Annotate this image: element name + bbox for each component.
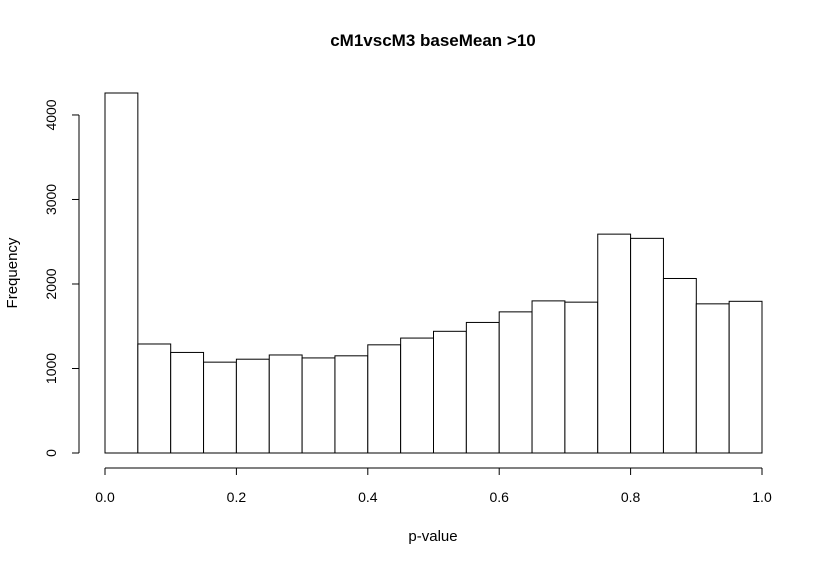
- histogram-bar: [433, 330, 467, 454]
- histogram-bar: [104, 92, 139, 454]
- histogram-bar: [465, 321, 500, 454]
- x-axis-label: p-value: [408, 528, 457, 545]
- x-tick-label: 0.0: [95, 489, 115, 505]
- histogram-bar: [301, 357, 336, 454]
- histogram-bars: [104, 92, 763, 454]
- histogram-bar: [728, 300, 763, 454]
- x-tick-label: 0.2: [227, 489, 247, 505]
- histogram-bar: [203, 361, 237, 454]
- y-tick-label: 3000: [43, 184, 59, 215]
- histogram-bar: [400, 337, 434, 454]
- y-tick-label: 2000: [43, 268, 59, 299]
- histogram-bar: [170, 351, 205, 454]
- histogram-bar: [367, 344, 402, 454]
- y-tick-label: 0: [43, 449, 59, 457]
- histogram-bar: [498, 311, 533, 454]
- y-axis-label: Frequency: [4, 237, 21, 308]
- y-tick-label: 4000: [43, 99, 59, 130]
- x-tick-label: 0.8: [621, 489, 641, 505]
- histogram-bar: [662, 277, 697, 454]
- y-tick-label: 1000: [43, 353, 59, 384]
- x-tick-label: 0.6: [489, 489, 509, 505]
- x-tick-label: 1.0: [752, 489, 772, 505]
- y-axis: 0 1000 2000 3000 4000: [43, 99, 80, 457]
- histogram-bar: [531, 300, 566, 454]
- x-tick-label: 0.4: [358, 489, 378, 505]
- histogram-bar: [597, 233, 632, 454]
- histogram-bar: [695, 303, 730, 454]
- chart-title: cM1vscM3 baseMean >10: [330, 31, 536, 50]
- histogram-bar: [630, 237, 664, 454]
- histogram-bar: [268, 354, 303, 454]
- histogram-bar: [564, 301, 599, 454]
- histogram-bar: [334, 355, 369, 454]
- x-axis: 0.0 0.2 0.4 0.6 0.8 1.0: [95, 467, 772, 505]
- histogram-bar: [137, 343, 172, 454]
- histogram-bar: [235, 358, 270, 454]
